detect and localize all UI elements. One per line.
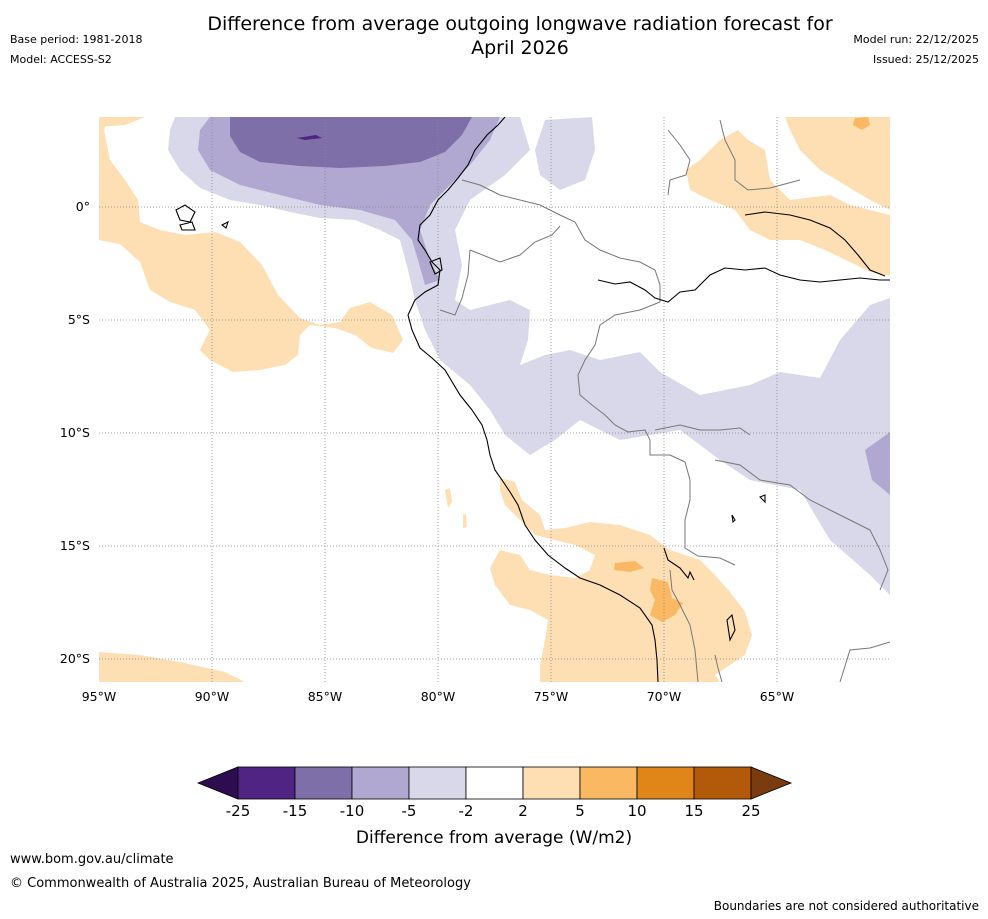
lat-label-0: 0°: [76, 199, 90, 214]
colorbar-tick: -5: [402, 802, 417, 820]
lon-label-90w: 90°W: [195, 689, 230, 704]
colorbar-label: Difference from average (W/m2): [356, 828, 632, 848]
colorbar-bin: [693, 766, 752, 800]
colorbar-tick: 5: [575, 802, 585, 820]
forecast-map: 0° 5°S 10°S 15°S 20°S 95°W 90°W 85°W 80°…: [60, 117, 890, 704]
meta-left: Base period: 1981-2018 Model: ACCESS-S2: [10, 33, 142, 73]
colorbar-tick: 25: [741, 802, 760, 820]
issued-date: Issued: 25/12/2025: [872, 53, 979, 66]
colorbar-swatches: [196, 766, 793, 800]
colorbar-bin: [465, 766, 524, 800]
colorbar-tick: -15: [283, 802, 308, 820]
base-period: Base period: 1981-2018: [10, 33, 143, 46]
colorbar-bin: [237, 766, 296, 800]
colorbar-extend-low: [196, 766, 239, 800]
colorbar-tick: -2: [459, 802, 474, 820]
lon-label-65w: 65°W: [760, 689, 795, 704]
colorbar-tick: 10: [627, 802, 646, 820]
colorbar-bin: [408, 766, 467, 800]
anomaly-mid-orange: [614, 117, 870, 622]
anomaly-deep-purple: [297, 135, 322, 140]
colorbar-extend-high: [750, 766, 793, 800]
anomaly-light-orange: [99, 117, 890, 682]
footer-note: Boundaries are not considered authoritat…: [713, 899, 979, 913]
lon-label-80w: 80°W: [421, 689, 456, 704]
lat-label-20s: 20°S: [60, 651, 90, 666]
colorbar-bin: [294, 766, 353, 800]
footer-copyright: © Commonwealth of Australia 2025, Austra…: [10, 876, 471, 891]
latitude-labels: 0° 5°S 10°S 15°S 20°S: [60, 199, 90, 666]
colorbar-bin: [522, 766, 581, 800]
colorbar-bin: [351, 766, 410, 800]
country-borders: [439, 119, 890, 682]
colorbar-tick: -25: [226, 802, 251, 820]
model-name: Model: ACCESS-S2: [10, 53, 112, 66]
lon-label-85w: 85°W: [308, 689, 343, 704]
lat-label-10s: 10°S: [60, 425, 90, 440]
lon-label-95w: 95°W: [82, 689, 117, 704]
colorbar-bin: [579, 766, 638, 800]
chart-title: Difference from average outgoing longwav…: [120, 12, 920, 60]
lat-label-5s: 5°S: [68, 312, 90, 327]
footer-url[interactable]: www.bom.gov.au/climate: [10, 852, 174, 867]
anomaly-dark-purple: [230, 117, 472, 168]
colorbar-bin: [636, 766, 695, 800]
anomaly-fields: [99, 117, 890, 682]
longitude-labels: 95°W 90°W 85°W 80°W 75°W 70°W 65°W: [82, 689, 795, 704]
model-run: Model run: 22/12/2025: [853, 33, 979, 46]
lon-label-70w: 70°W: [647, 689, 682, 704]
colorbar-tick: 15: [684, 802, 703, 820]
coastlines: [175, 117, 890, 682]
colorbar-tick-labels: -25 -15 -10 -5 -2 2 5 10 15 25: [226, 802, 761, 820]
graticule: [99, 117, 890, 682]
lon-label-75w: 75°W: [534, 689, 569, 704]
colorbar-tick: -10: [340, 802, 365, 820]
meta-right: Model run: 22/12/2025 Issued: 25/12/2025: [853, 33, 979, 73]
title-line-2: April 2026: [471, 37, 569, 59]
lat-label-15s: 15°S: [60, 538, 90, 553]
title-line-1: Difference from average outgoing longwav…: [207, 13, 833, 35]
colorbar-tick: 2: [518, 802, 528, 820]
